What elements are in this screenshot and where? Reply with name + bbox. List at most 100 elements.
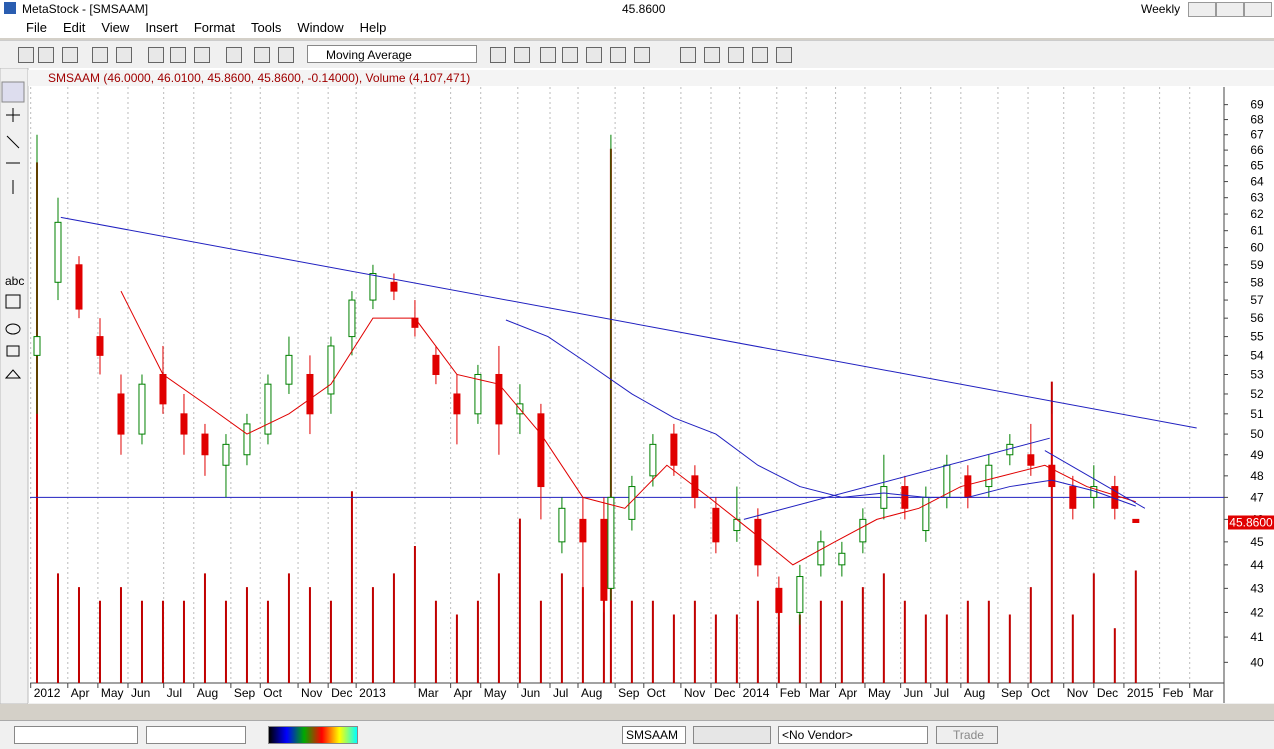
close[interactable] (1244, 2, 1272, 17)
text-tool[interactable]: abc (5, 274, 24, 288)
candle-body (859, 518, 867, 543)
window-title: MetaStock - [SMSAAM] (22, 2, 149, 16)
scrollbar[interactable] (28, 703, 1274, 704)
trade-button[interactable]: Trade (936, 726, 998, 744)
y-tick-label: 43 (1250, 581, 1264, 595)
rect-tool[interactable] (6, 345, 20, 357)
color-palette[interactable] (268, 726, 358, 744)
x-tick-label: Jun (521, 686, 540, 700)
chart-header: SMSAAM (46.0000, 46.0100, 45.8600, 45.86… (48, 71, 470, 85)
menu-item[interactable]: Tools (251, 20, 282, 35)
toolbar-button[interactable] (278, 47, 294, 63)
x-tick-label: 2015 (1127, 686, 1154, 700)
menu-item[interactable]: Edit (62, 20, 86, 35)
candle-body (985, 464, 993, 488)
candle-body (922, 496, 930, 532)
chart: abc SMSAAM (46.0000, 46.0100, 45.8600, 4… (0, 68, 1274, 704)
y-tick-label: 52 (1250, 387, 1264, 401)
x-tick-label: 2012 (34, 686, 61, 700)
x-tick-label: Sep (234, 686, 256, 700)
toolbar-button[interactable] (148, 47, 164, 63)
toolbar-button[interactable] (514, 47, 530, 63)
candle-body (432, 354, 440, 375)
vendor-select[interactable]: <No Vendor> (778, 726, 928, 744)
x-tick-label: Apr (454, 686, 473, 700)
toolbar-button[interactable] (776, 47, 792, 63)
x-tick-label: Dec (1097, 686, 1118, 700)
x-tick-label: Jul (167, 686, 182, 700)
toolbar-button[interactable] (116, 47, 132, 63)
toolbar-button[interactable] (226, 47, 242, 63)
menu-item[interactable]: Format (193, 20, 235, 35)
candle-body (369, 272, 377, 301)
toolbar-button[interactable] (194, 47, 210, 63)
y-tick-label: 56 (1250, 311, 1264, 325)
toolbar-button[interactable] (634, 47, 650, 63)
y-tick-label: 62 (1250, 207, 1264, 221)
candle-body (1027, 454, 1035, 466)
indicator-select[interactable]: Moving Average (307, 45, 477, 63)
trendline (1044, 450, 1146, 509)
maximize[interactable] (1216, 2, 1244, 17)
symbol-box[interactable]: SMSAAM (622, 726, 686, 744)
candle-body (607, 496, 615, 589)
y-tick-label: 67 (1250, 128, 1264, 142)
candle-body (180, 413, 188, 435)
toolbar-button[interactable] (62, 47, 78, 63)
candle-body (411, 317, 419, 328)
toolbar-button[interactable] (38, 47, 54, 63)
candle-body (1048, 464, 1056, 488)
line-style[interactable] (14, 726, 138, 744)
toolbar-button[interactable] (562, 47, 578, 63)
x-tick-label: Jul (553, 686, 568, 700)
toolbar-button[interactable] (586, 47, 602, 63)
line-weight[interactable] (146, 726, 246, 744)
x-tick-label: Aug (964, 686, 985, 700)
toolbar-button[interactable] (92, 47, 108, 63)
table-tool[interactable] (5, 294, 21, 309)
x-tick-label: Nov (301, 686, 322, 700)
toolbar-button[interactable] (490, 47, 506, 63)
toolbar: Moving Average (0, 40, 1274, 70)
candle-body (495, 373, 503, 425)
toolbar-button[interactable] (540, 47, 556, 63)
toolbar-button[interactable] (610, 47, 626, 63)
toolbar-button[interactable] (728, 47, 744, 63)
y-tick-label: 68 (1250, 113, 1264, 127)
menu-item[interactable]: File (26, 20, 47, 35)
ellipse-tool[interactable] (5, 323, 21, 335)
minimize[interactable] (1188, 2, 1216, 17)
candle-body (670, 433, 678, 466)
toolbar-button[interactable] (704, 47, 720, 63)
y-tick-label: 40 (1250, 655, 1264, 669)
menu-item[interactable]: Insert (145, 20, 178, 35)
trendline (743, 437, 1050, 520)
tool-panel (0, 68, 29, 704)
y-tick-label: 41 (1250, 630, 1264, 644)
toolbar-button[interactable] (254, 47, 270, 63)
candle-body (537, 413, 545, 488)
candle-body (33, 336, 41, 356)
candle-body (754, 518, 762, 566)
candle-body (474, 373, 482, 415)
triangle-tool[interactable] (4, 369, 22, 379)
candle-body (1069, 486, 1077, 509)
toolbar-button[interactable] (170, 47, 186, 63)
menu-item[interactable]: Help (359, 20, 387, 35)
toolbar-button[interactable] (680, 47, 696, 63)
pointer-tool[interactable] (1, 81, 25, 103)
chart-bg (0, 68, 1274, 704)
toolbar-button[interactable] (752, 47, 768, 63)
last-price-box (1228, 515, 1274, 530)
trendline-tool[interactable] (6, 135, 20, 149)
list-select[interactable] (693, 726, 771, 744)
title-bar: MetaStock - [SMSAAM] 45.8600 Weekly (0, 0, 1274, 19)
menu-item[interactable]: View (101, 20, 130, 35)
menu-item[interactable]: Window (297, 20, 344, 35)
x-tick-label: Nov (1067, 686, 1088, 700)
x-tick-label: Jul (934, 686, 949, 700)
chart-window: abc SMSAAM (46.0000, 46.0100, 45.8600, 4… (0, 68, 1274, 704)
last-price-tag: 45.8600 (1229, 515, 1273, 529)
toolbar-button[interactable] (18, 47, 34, 63)
